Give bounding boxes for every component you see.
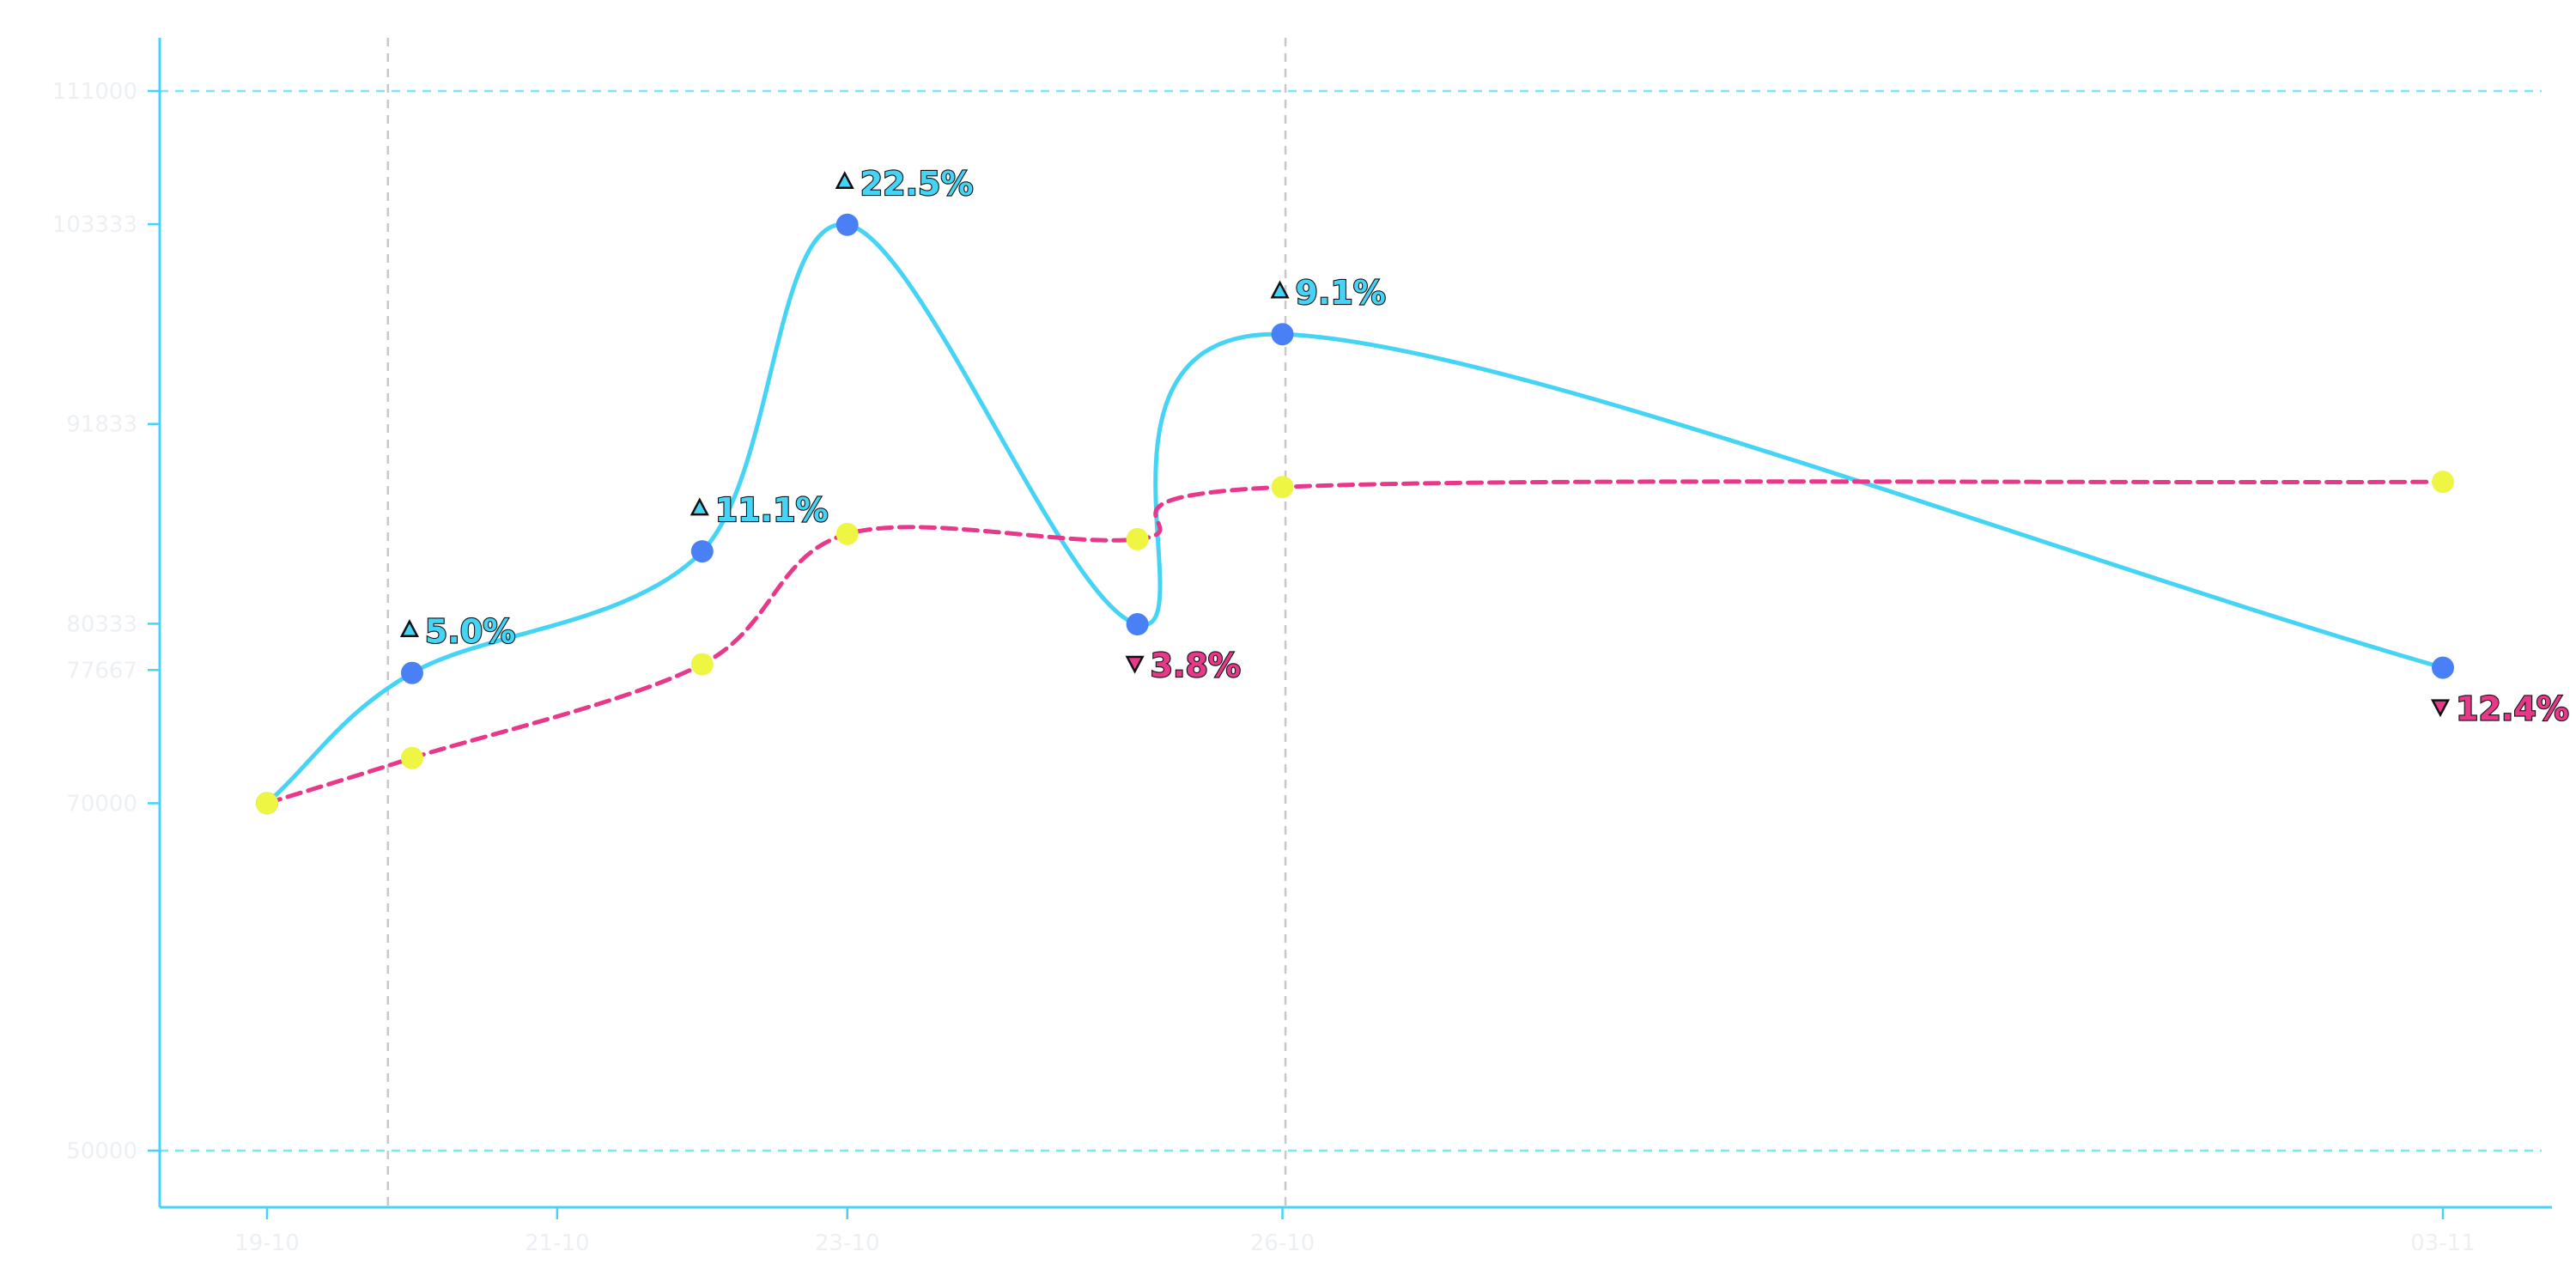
up-triangle-icon xyxy=(835,171,854,190)
x-tick-label: 21-10 xyxy=(525,1230,590,1256)
annotation-down: 3.8% xyxy=(1125,646,1242,685)
series-2-point xyxy=(690,653,714,676)
annotation-label: 5.0% xyxy=(425,613,515,651)
series-2-point xyxy=(256,792,278,815)
ticks: 50000 70000 77667 80333 91833 103333 111000 19-… xyxy=(52,79,2476,1256)
series-1-point xyxy=(2432,656,2454,679)
markers xyxy=(256,213,2454,815)
down-triangle-icon xyxy=(2430,699,2451,718)
y-tick-label: 103333 xyxy=(52,212,137,238)
annotation-up: 11.1% xyxy=(690,490,829,530)
series-1-point xyxy=(400,661,423,684)
up-triangle-icon xyxy=(1270,280,1290,299)
series-1-point xyxy=(835,213,859,236)
annotation-up: 22.5% xyxy=(835,164,975,204)
y-tick-label: 77667 xyxy=(66,658,137,683)
x-tick-label: 26-10 xyxy=(1250,1230,1315,1256)
series-1-point xyxy=(1126,613,1149,636)
down-triangle-icon xyxy=(1125,655,1145,674)
series-2-point xyxy=(835,522,859,545)
y-tick-label: 111000 xyxy=(52,79,137,105)
annotation-label: 3.8% xyxy=(1151,647,1241,684)
annotation-up: 9.1% xyxy=(1270,273,1387,313)
axes xyxy=(158,38,2552,1209)
x-tick-label: 19-10 xyxy=(234,1230,300,1256)
series-lines xyxy=(264,222,2445,805)
annotation-label: 12.4% xyxy=(2456,690,2569,728)
up-triangle-icon xyxy=(399,619,420,637)
series-2-point xyxy=(1126,527,1149,550)
series-2-point xyxy=(1271,476,1294,499)
annotation-label: 22.5% xyxy=(860,165,974,203)
up-triangle-icon xyxy=(690,497,709,516)
series-1-point xyxy=(690,540,714,563)
y-tick-label: 80333 xyxy=(66,611,137,637)
x-tick-label: 23-10 xyxy=(815,1230,880,1256)
series-2-point xyxy=(2432,471,2454,494)
annotation-up: 5.0% xyxy=(399,612,516,652)
y-tick-label: 91833 xyxy=(66,412,137,438)
series-2-line xyxy=(264,479,2445,805)
annotations: 5.0% 11.1% 22.5% 3.8% 9.1% 12.4% xyxy=(399,164,2570,729)
annotation-label: 9.1% xyxy=(1296,274,1386,312)
annotation-down: 12.4% xyxy=(2430,690,2570,729)
x-tick-label: 03-11 xyxy=(2410,1230,2476,1256)
series-1-line xyxy=(264,222,2445,805)
reference-lines xyxy=(160,38,2542,1207)
y-tick-label: 70000 xyxy=(66,791,137,817)
series-1-point xyxy=(1271,323,1294,346)
y-tick-label: 50000 xyxy=(66,1139,137,1164)
series-2-point xyxy=(400,746,423,769)
annotation-label: 11.1% xyxy=(715,491,829,529)
